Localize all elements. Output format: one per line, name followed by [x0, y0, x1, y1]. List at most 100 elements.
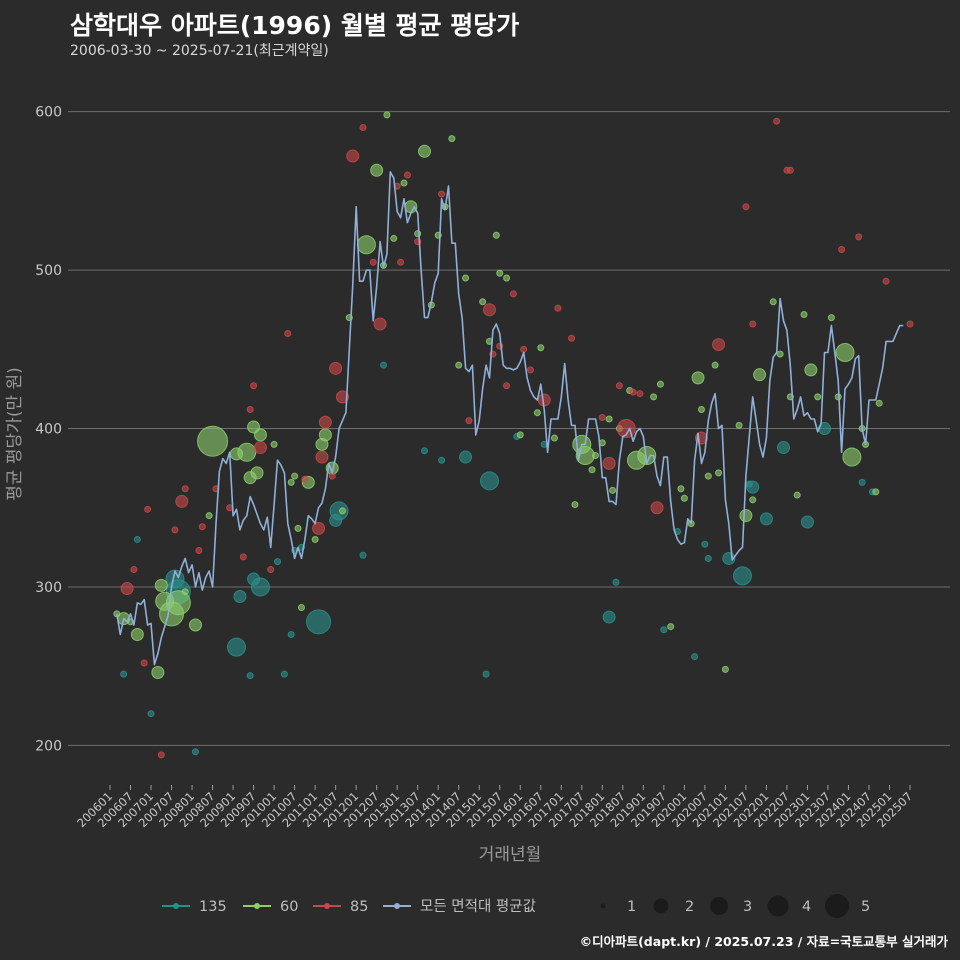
point-85	[598, 413, 606, 421]
point-85	[246, 406, 254, 414]
point-135	[359, 551, 367, 559]
point-135	[704, 554, 712, 562]
grid-lines	[68, 111, 950, 746]
point-60	[237, 442, 257, 462]
point-60	[291, 472, 299, 480]
point-60	[400, 179, 408, 187]
point-60	[715, 469, 723, 477]
point-135	[777, 441, 791, 455]
point-60	[253, 428, 267, 442]
point-60	[311, 535, 319, 543]
point-85	[120, 582, 134, 596]
point-60	[250, 466, 264, 480]
point-135	[120, 670, 128, 678]
point-60	[181, 588, 189, 596]
point-135	[701, 540, 709, 548]
legend-size-4	[767, 895, 789, 917]
point-60	[721, 665, 729, 673]
legend-size-label: 4	[802, 899, 811, 915]
point-85	[318, 415, 332, 429]
point-85	[838, 246, 846, 254]
point-60	[656, 380, 664, 388]
point-60	[835, 342, 855, 362]
point-135	[246, 672, 254, 680]
point-85	[171, 526, 179, 534]
point-60	[735, 421, 743, 429]
point-135	[133, 535, 141, 543]
point-60	[697, 406, 705, 414]
point-60	[151, 666, 165, 680]
point-85	[615, 382, 623, 390]
point-85	[786, 166, 794, 174]
legend-size-5	[825, 894, 849, 918]
point-135	[459, 450, 473, 464]
point-60	[804, 363, 818, 377]
point-60	[691, 371, 705, 385]
y-axis-ticks: 200 300 400 500 600	[35, 105, 62, 755]
point-85	[855, 233, 863, 241]
point-85	[144, 505, 152, 513]
point-60	[591, 451, 599, 459]
y-tick-label: 200	[35, 738, 62, 754]
point-60	[383, 111, 391, 119]
point-85	[181, 485, 189, 493]
point-60	[753, 368, 767, 382]
chart-title: 삼학대우 아파트(1996) 월별 평균 평당가	[70, 11, 520, 40]
point-60	[503, 274, 511, 282]
y-tick-label: 600	[35, 105, 62, 121]
point-85	[482, 303, 496, 317]
point-85	[301, 475, 309, 483]
point-135	[421, 447, 429, 455]
point-85	[629, 388, 637, 396]
point-85	[636, 390, 644, 398]
point-60	[872, 488, 880, 496]
point-135	[233, 589, 247, 603]
point-60	[776, 350, 784, 358]
legend-dot-s135	[173, 903, 179, 909]
point-135	[226, 637, 246, 657]
point-85	[906, 320, 914, 328]
point-135	[147, 710, 155, 718]
point-60	[680, 494, 688, 502]
point-60	[769, 298, 777, 306]
point-85	[226, 504, 234, 512]
point-85	[554, 304, 562, 312]
point-60	[154, 578, 168, 592]
y-tick-label: 500	[35, 263, 62, 279]
point-135	[732, 566, 752, 586]
point-60	[637, 445, 657, 465]
point-85	[130, 566, 138, 574]
point-85	[568, 334, 576, 342]
legend-dot-s60	[254, 903, 260, 909]
point-60	[800, 310, 808, 318]
point-60	[356, 235, 376, 255]
x-axis-ticks: 2006012006072007012007072008012008072009…	[74, 785, 915, 830]
point-85	[250, 382, 258, 390]
legend-label-s60: 60	[280, 899, 298, 915]
chart-subtitle: 2006-03-30 ~ 2025-07-21(최근계약일)	[70, 43, 329, 59]
point-85	[773, 117, 781, 125]
point-60	[842, 447, 862, 467]
point-135	[660, 626, 668, 634]
point-135	[800, 515, 814, 529]
point-60	[533, 409, 541, 417]
point-135	[858, 478, 866, 486]
point-135	[306, 609, 332, 635]
point-60	[448, 135, 456, 143]
point-85	[397, 258, 405, 266]
point-85	[312, 521, 326, 535]
point-85	[650, 501, 664, 515]
point-60	[492, 231, 500, 239]
point-135	[280, 670, 288, 678]
point-85	[157, 751, 165, 759]
point-60	[537, 344, 545, 352]
point-85	[239, 553, 247, 561]
point-60	[793, 491, 801, 499]
point-60	[318, 428, 332, 442]
point-85	[503, 382, 511, 390]
point-60	[711, 361, 719, 369]
point-85	[328, 472, 336, 480]
point-85	[373, 317, 387, 331]
legend-size-label: 1	[627, 899, 636, 915]
legend-label-s135: 135	[199, 899, 227, 915]
